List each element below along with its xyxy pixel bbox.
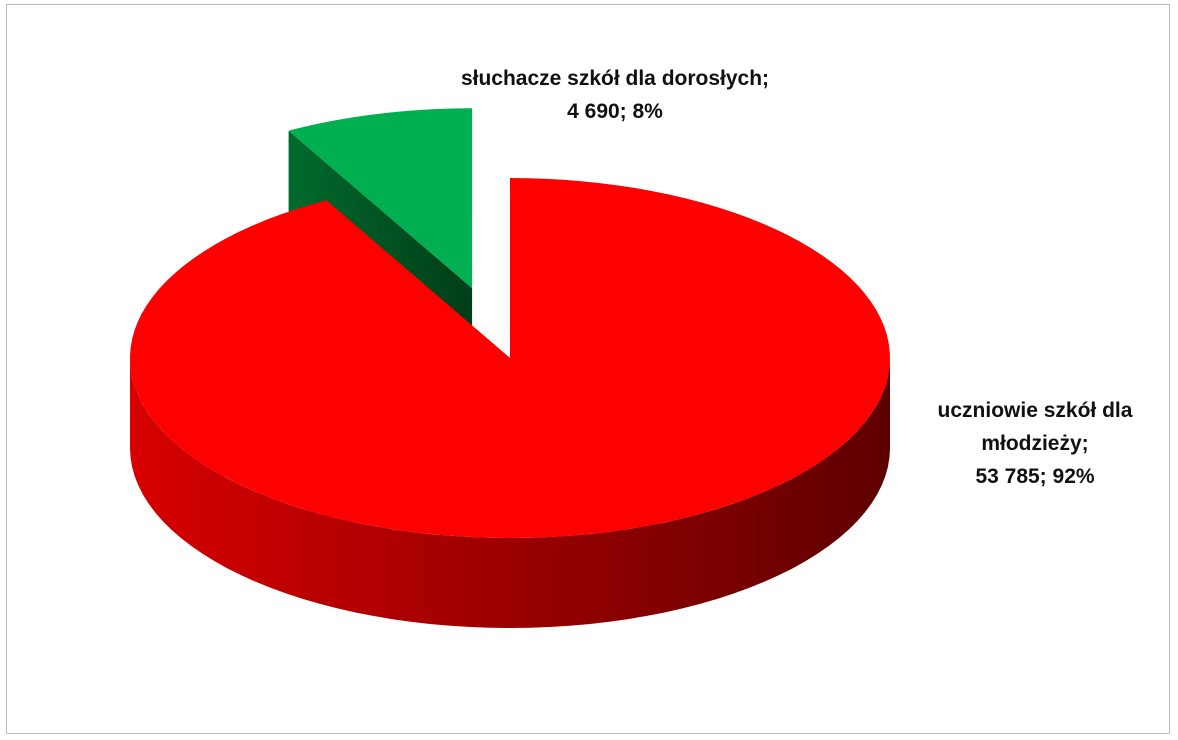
slice-top xyxy=(130,178,890,538)
chart-frame xyxy=(6,4,1170,734)
slice-category: uczniowie szkół dla młodzieży; xyxy=(937,399,1133,455)
slice-value-label: 4 690; 8% xyxy=(567,100,663,123)
slice-label: uczniowie szkół dla młodzieży; 53 785; 9… xyxy=(905,394,1165,493)
slice-category: słuchacze szkół dla dorosłych; xyxy=(460,67,770,90)
slice-side xyxy=(130,358,890,628)
slice-value-label: 53 785; 92% xyxy=(975,465,1095,488)
slice-label: słuchacze szkół dla dorosłych; 4 690; 8% xyxy=(380,62,850,128)
slice-top xyxy=(288,108,473,289)
